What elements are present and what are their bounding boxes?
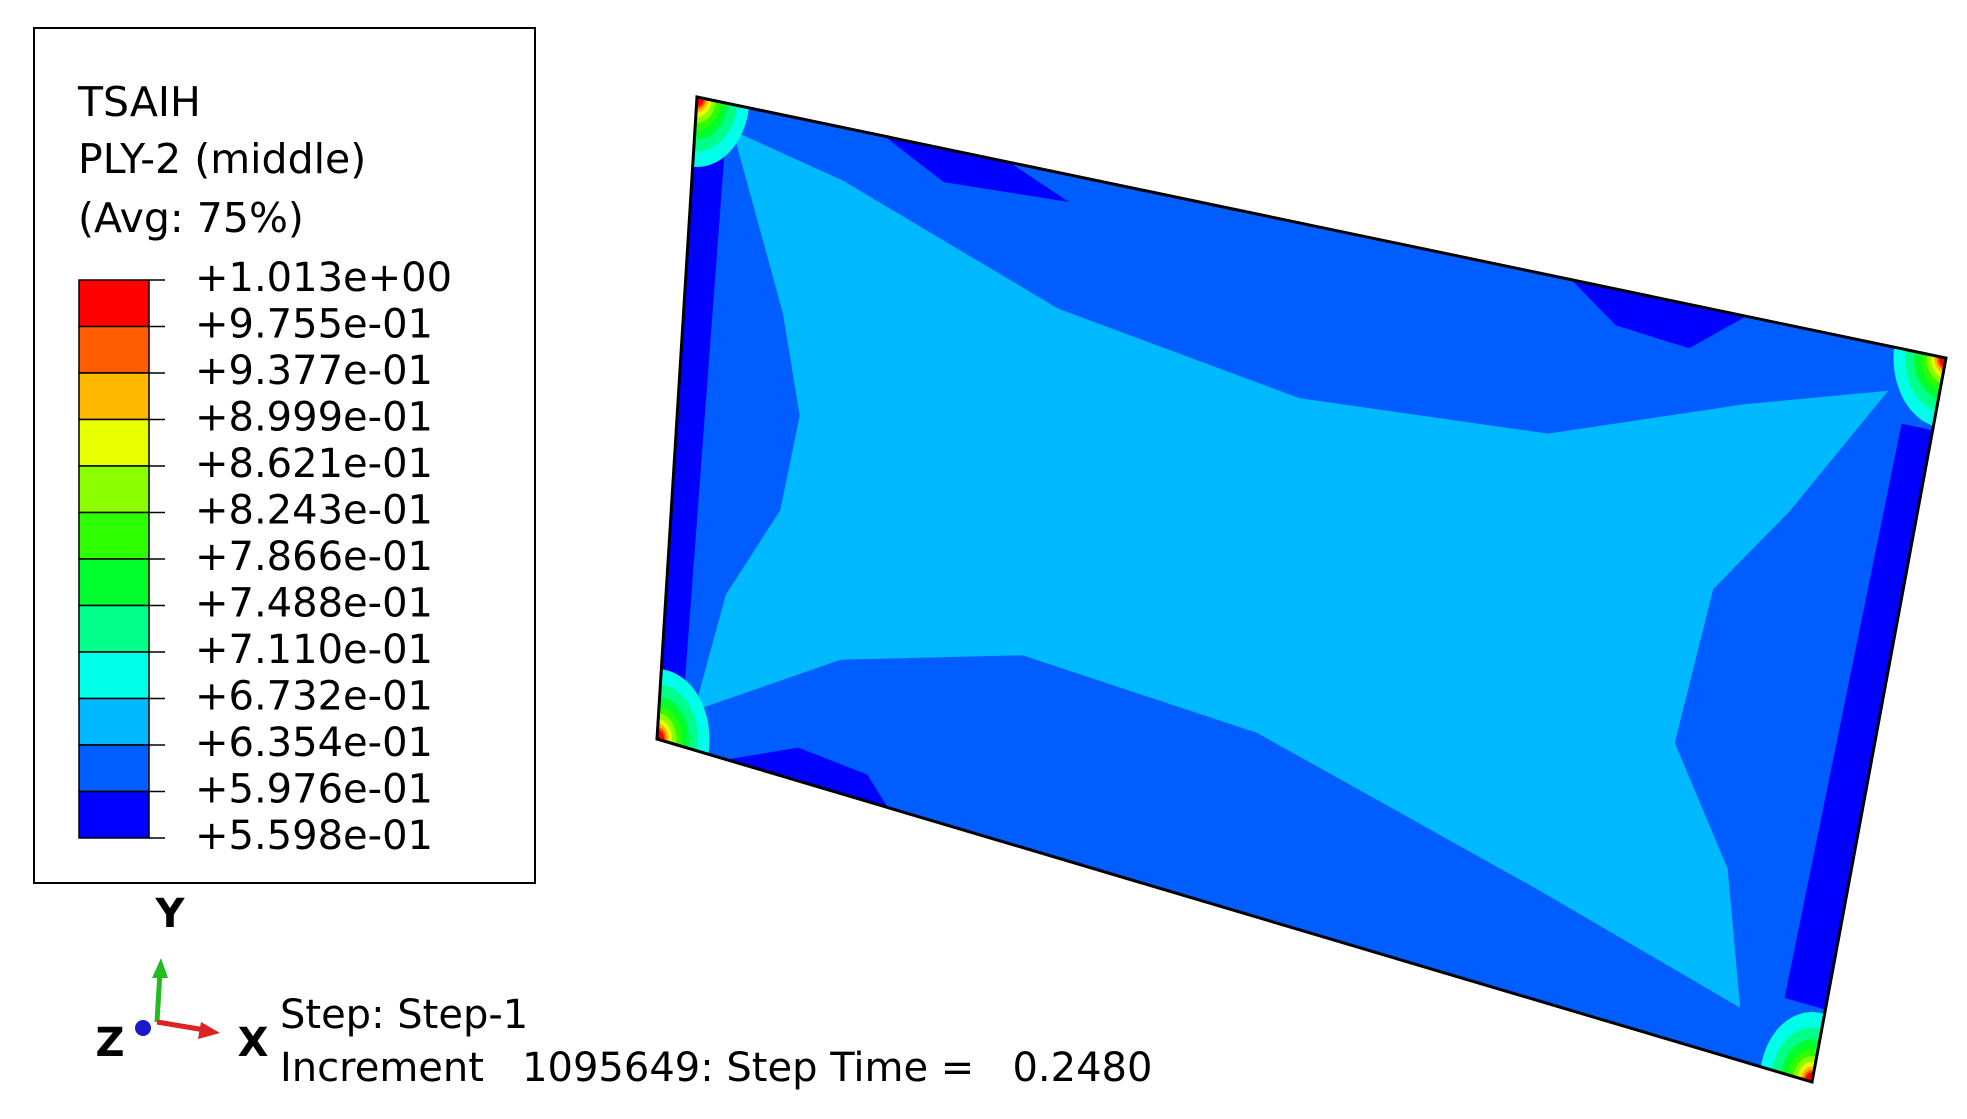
legend-title: PLY-2 (middle): [78, 135, 366, 183]
legend-band: [78, 744, 150, 793]
legend-label: +9.755e-01: [195, 302, 433, 348]
contour-region: [1784, 423, 1933, 1010]
contour-region: [657, 97, 729, 746]
y-arrowhead: [152, 958, 168, 978]
step-text: Step: Step-1: [280, 992, 528, 1038]
legend-label: +7.488e-01: [195, 581, 433, 627]
legend-band: [78, 372, 150, 421]
legend-label: +6.732e-01: [195, 674, 433, 720]
legend-label: +7.866e-01: [195, 534, 433, 580]
legend-label: +5.598e-01: [195, 813, 433, 859]
axis-label: Y: [155, 891, 186, 937]
z-axis-dot: [135, 1020, 151, 1036]
y-axis-arrow: [154, 971, 163, 1023]
legend-band: [78, 790, 150, 839]
legend-band: [78, 604, 150, 653]
legend-band: [78, 651, 150, 700]
legend-title: TSAIH: [77, 78, 201, 126]
contour-region: [694, 130, 1889, 1008]
legend-scale: +1.013e+00+9.755e-01+9.377e-01+8.999e-01…: [78, 255, 452, 859]
legend-label: +7.110e-01: [195, 627, 433, 673]
legend-band: [78, 558, 150, 607]
legend-band: [78, 418, 150, 467]
x-arrowhead: [198, 1022, 220, 1039]
contour-region: [1571, 279, 1747, 349]
contour-plot: [657, 97, 1946, 1082]
plate-outline: [655, 95, 1948, 1084]
axis-label: Z: [95, 1020, 124, 1066]
legend-label: +5.976e-01: [195, 767, 433, 813]
contour-region: [726, 747, 888, 808]
legend-band: [78, 511, 150, 560]
legend-band: [78, 325, 150, 374]
legend-label: +1.013e+00: [195, 255, 452, 301]
contour-region: [884, 136, 1069, 202]
axis-triad: Y Z X: [95, 891, 268, 1066]
legend-label: +8.243e-01: [195, 488, 433, 534]
legend-band: [78, 465, 150, 514]
legend-band: [78, 279, 150, 328]
legend-label: +8.621e-01: [195, 441, 433, 487]
x-axis-arrow: [156, 1019, 206, 1033]
legend-title: (Avg: 75%): [78, 194, 304, 242]
legend-label: +6.354e-01: [195, 720, 433, 766]
axis-label: X: [238, 1020, 269, 1066]
legend-band: [78, 697, 150, 746]
legend-label: +9.377e-01: [195, 348, 433, 394]
legend-label: +8.999e-01: [195, 395, 433, 441]
increment-text: Increment 1095649: Step Time = 0.2480: [280, 1045, 1152, 1091]
